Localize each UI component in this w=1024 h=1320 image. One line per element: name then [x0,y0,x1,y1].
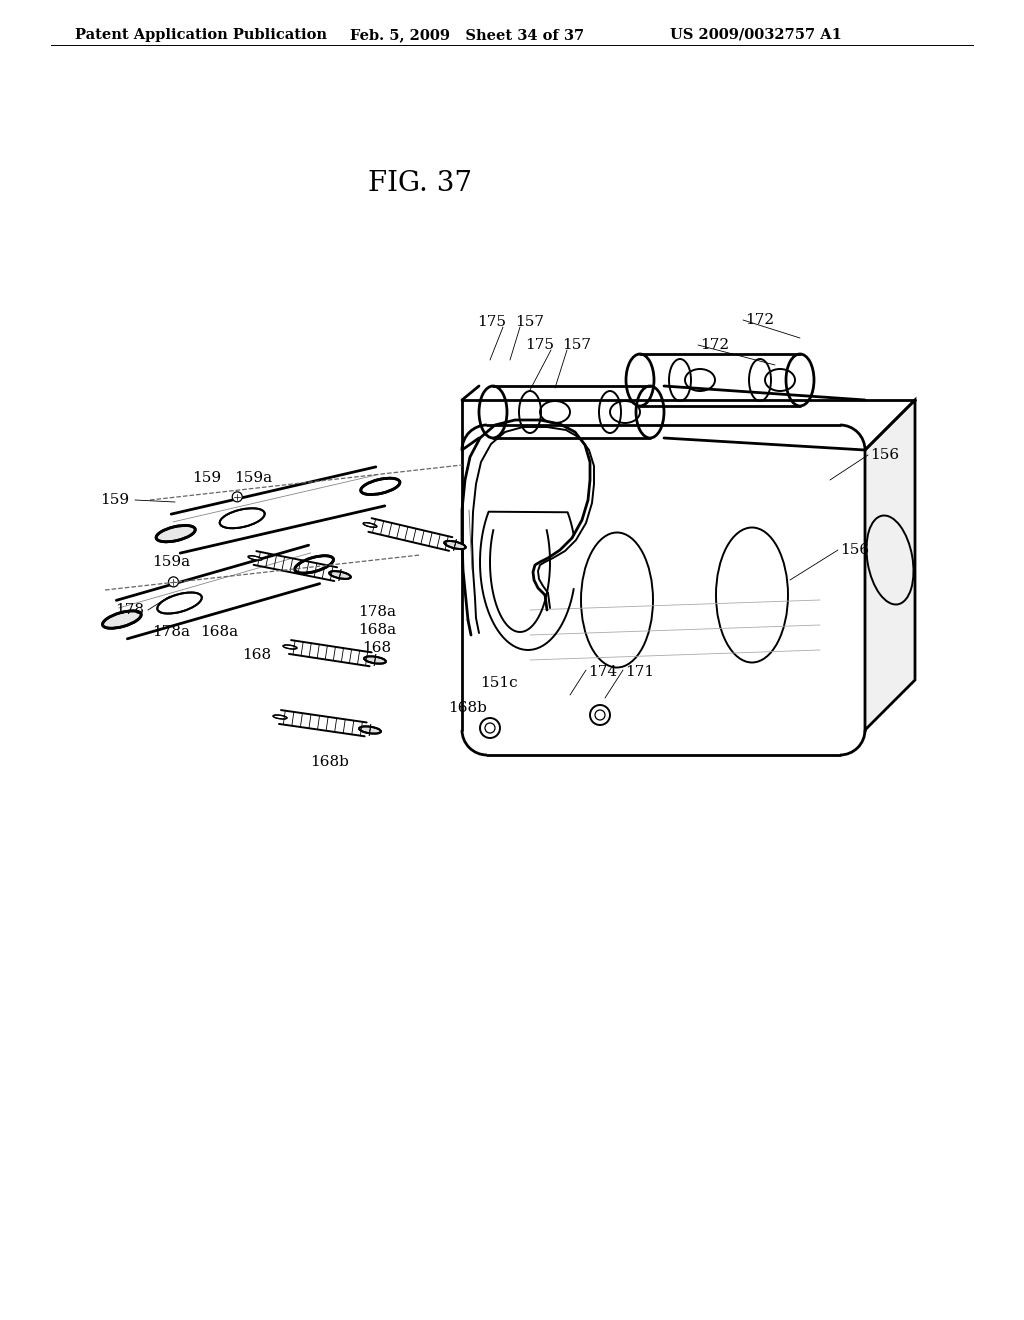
Text: 178a: 178a [152,624,190,639]
Text: 168b: 168b [310,755,349,770]
Text: 159a: 159a [234,471,272,484]
Polygon shape [865,400,915,730]
Text: 171: 171 [625,665,654,678]
Text: 157: 157 [515,315,545,329]
Text: 159: 159 [193,471,221,484]
Ellipse shape [360,478,399,495]
Text: 168: 168 [362,642,391,655]
Text: 172: 172 [745,313,774,327]
Ellipse shape [156,525,196,541]
Ellipse shape [359,726,381,734]
Text: 159a: 159a [152,554,190,569]
Ellipse shape [295,556,334,573]
Text: 168a: 168a [200,624,239,639]
Text: 175: 175 [477,315,507,329]
Text: Patent Application Publication: Patent Application Publication [75,28,327,42]
Text: 157: 157 [562,338,592,352]
Circle shape [169,577,178,587]
Ellipse shape [220,508,264,528]
Ellipse shape [365,656,386,664]
Text: 175: 175 [525,338,555,352]
Text: 178: 178 [115,603,144,616]
Text: 168b: 168b [449,701,486,715]
Ellipse shape [102,611,141,628]
Ellipse shape [283,645,297,649]
Text: US 2009/0032757 A1: US 2009/0032757 A1 [670,28,842,42]
Text: FIG. 37: FIG. 37 [368,170,472,197]
Ellipse shape [158,593,202,614]
Text: 156: 156 [840,543,869,557]
Ellipse shape [329,572,351,579]
Text: 178a: 178a [358,605,396,619]
Text: 159: 159 [100,492,129,507]
Text: 156: 156 [870,447,899,462]
Ellipse shape [273,715,287,719]
Text: 174: 174 [588,665,617,678]
Ellipse shape [364,523,377,527]
Text: 168a: 168a [358,623,396,638]
Text: 168: 168 [242,648,271,663]
Text: 172: 172 [700,338,729,352]
Text: 151c: 151c [480,676,517,690]
Ellipse shape [248,556,262,560]
Ellipse shape [444,541,466,549]
Circle shape [232,492,243,502]
Text: Feb. 5, 2009   Sheet 34 of 37: Feb. 5, 2009 Sheet 34 of 37 [350,28,584,42]
